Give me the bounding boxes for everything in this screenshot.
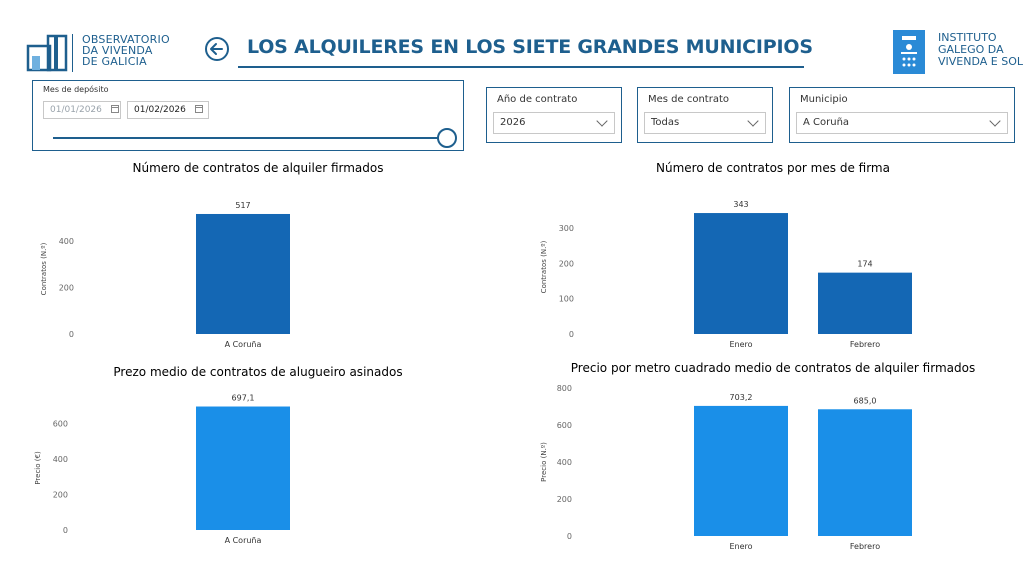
x-tick-label: A Coruña — [225, 340, 262, 349]
x-tick-label: Enero — [729, 340, 752, 349]
page-title: LOS ALQUILERES EN LOS SIETE GRANDES MUNI… — [247, 36, 813, 58]
bar — [196, 213, 290, 334]
chevron-down-icon — [989, 115, 1001, 127]
y-tick-label: 300 — [559, 224, 574, 233]
y-tick-label: 200 — [557, 495, 572, 504]
data-label: 517 — [235, 201, 250, 210]
bar — [818, 409, 912, 536]
data-label: 343 — [733, 200, 748, 209]
ovg-logo-icon — [26, 34, 68, 72]
chart-title: Número de contratos de alquiler firmados — [132, 161, 383, 175]
y-tick-label: 0 — [63, 526, 68, 535]
bar — [196, 406, 290, 530]
contract-year-dropdown[interactable]: 2026 — [493, 112, 615, 134]
chart-title: Precio por metro cuadrado medio de contr… — [571, 361, 975, 375]
price-per-m2-chart: Precio por metro cuadrado medio de contr… — [540, 361, 975, 551]
deposit-month-label: Mes de depósito — [43, 85, 109, 94]
calendar-icon[interactable] — [195, 105, 203, 113]
data-label: 174 — [857, 260, 872, 269]
calendar-icon[interactable] — [111, 105, 119, 113]
contract-month-slicer: Mes de contrato Todas — [637, 87, 773, 143]
y-tick-label: 0 — [567, 532, 572, 541]
ovg-logo-line: OBSERVATORIO — [82, 33, 170, 46]
contract-month-dropdown[interactable]: Todas — [644, 112, 766, 134]
y-tick-label: 200 — [59, 284, 74, 293]
date-slider-handle[interactable] — [437, 128, 457, 148]
back-arrow-icon[interactable] — [204, 36, 230, 62]
y-tick-label: 400 — [59, 237, 74, 246]
y-tick-label: 600 — [53, 420, 68, 429]
start-date-input[interactable]: 01/01/2026 — [43, 101, 121, 119]
contract-month-value: Todas — [651, 117, 680, 128]
igvs-logo-text: INSTITUTO GALEGO DA VIVENDA E SOL — [938, 32, 1023, 68]
igvs-logo-line: GALEGO DA — [938, 43, 1004, 56]
igvs-logo-line: INSTITUTO — [938, 31, 997, 44]
y-tick-label: 100 — [559, 295, 574, 304]
y-axis-label: Precio (€) — [34, 451, 42, 485]
average-price-chart: Prezo medio de contratos de alugueiro as… — [34, 365, 403, 545]
chevron-down-icon — [747, 115, 759, 127]
y-tick-label: 0 — [69, 330, 74, 339]
municipality-label: Municipio — [800, 94, 848, 105]
y-tick-label: 0 — [569, 330, 574, 339]
y-tick-label: 200 — [53, 491, 68, 500]
contracts-signed-chart: Número de contratos de alquiler firmados… — [40, 161, 384, 349]
chart-title: Prezo medio de contratos de alugueiro as… — [113, 365, 402, 379]
x-tick-label: A Coruña — [225, 536, 262, 545]
date-slider-track[interactable] — [53, 137, 449, 139]
xunta-emblem-icon — [893, 30, 925, 74]
y-axis-label: Precio (N.º) — [540, 442, 548, 482]
chevron-down-icon — [596, 115, 608, 127]
contract-year-label: Año de contrato — [497, 94, 578, 105]
contract-year-value: 2026 — [500, 117, 526, 128]
y-tick-label: 800 — [557, 384, 572, 393]
contract-year-slicer: Año de contrato 2026 — [486, 87, 622, 143]
ovg-logo-text: OBSERVATORIO DA VIVENDA DE GALICIA — [82, 34, 170, 67]
x-tick-label: Febrero — [850, 340, 880, 349]
contracts-by-month-chart: Número de contratos por mes de firma 0 100… — [540, 161, 912, 349]
y-tick-label: 400 — [557, 458, 572, 467]
ovg-logo-line: DA VIVENDA — [82, 44, 153, 57]
x-tick-label: Enero — [729, 542, 752, 551]
data-label: 685,0 — [854, 396, 877, 405]
municipality-dropdown[interactable]: A Coruña — [796, 112, 1008, 134]
igvs-logo-line: VIVENDA E SOL — [938, 55, 1023, 68]
logo-divider — [72, 34, 73, 72]
contract-month-label: Mes de contrato — [648, 94, 730, 105]
data-label: 697,1 — [232, 394, 255, 403]
y-tick-label: 200 — [559, 259, 574, 268]
bar — [694, 213, 788, 334]
x-tick-label: Febrero — [850, 542, 880, 551]
bar — [818, 272, 912, 334]
y-axis-label: Contratos (N.º) — [540, 240, 548, 293]
end-date-input[interactable]: 01/02/2026 — [127, 101, 209, 119]
ovg-logo-line: DE GALICIA — [82, 55, 147, 68]
municipality-value: A Coruña — [803, 117, 850, 128]
bar — [694, 405, 788, 536]
y-tick-label: 400 — [53, 455, 68, 464]
deposit-month-slicer: Mes de depósito 01/01/2026 01/02/2026 — [32, 80, 464, 151]
chart-title: Número de contratos por mes de firma — [656, 161, 890, 175]
data-label: 703,2 — [730, 393, 753, 402]
y-axis-label: Contratos (N.º) — [40, 242, 48, 295]
y-tick-label: 600 — [557, 421, 572, 430]
municipality-slicer: Municipio A Coruña — [789, 87, 1015, 143]
title-underline — [238, 66, 804, 68]
